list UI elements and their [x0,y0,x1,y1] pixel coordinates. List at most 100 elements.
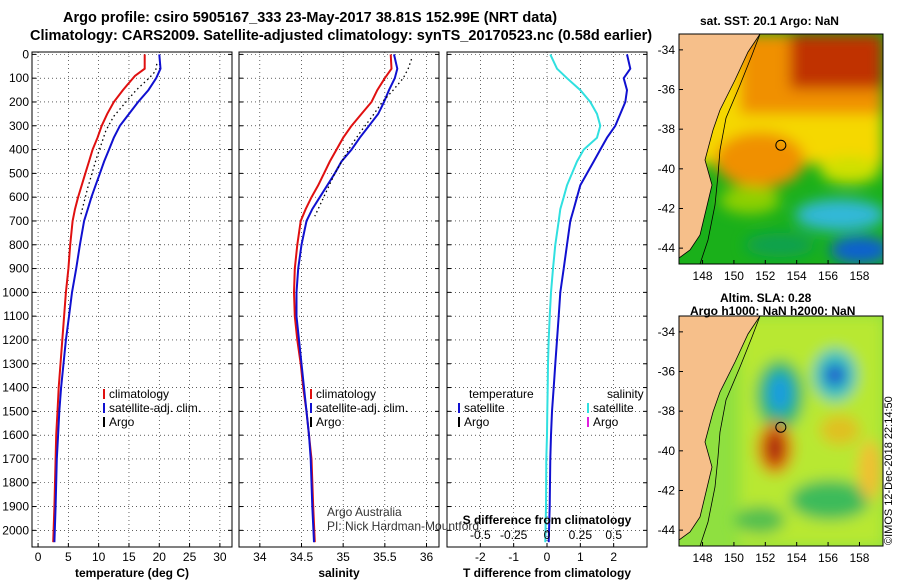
difference-profile: -2 -1 0 1 2 T difference from climatology temp… [446,51,648,580]
x-tick-label: 150 [724,551,744,565]
x-axis-label: T difference from climatology [463,566,631,580]
x-tick-label: -1 [508,550,519,564]
sla-map-title: Altim. SLA: 0.28 [720,291,812,305]
series-satellite-adj-clim- [53,54,162,543]
sst-map-title: sat. SST: 20.1 Argo: NaN [700,14,839,28]
legend-label: Argo [109,415,135,429]
y-tick-label: 1500 [2,404,29,418]
x-tick-label: 152 [755,551,775,565]
legend-label: satellite-adj. clim. [316,401,408,415]
legend-label: Argo [464,415,490,429]
sla-map: Altim. SLA: 0.28 Argo h1000: NaN h2000: … [658,291,884,565]
y-tick-label: 100 [9,71,29,85]
y-tick-label: -38 [658,122,676,136]
x-tick-label: 35 [336,550,350,564]
series-climatology [52,54,146,543]
x-tick-label: 35.5 [373,550,397,564]
top-tick-label: 0.25 [569,528,593,542]
y-tick-label: 0 [22,47,29,61]
salinity-profile: 34 34.5 35 35.5 36 salinity climatologysatelli… [238,51,440,580]
series-s-satellite [544,53,602,543]
x-tick-label: 34.5 [290,550,314,564]
series-argo [314,58,413,217]
y-tick-label: -36 [658,365,676,379]
page-subtitle: Climatology: CARS2009. Satellite-adjuste… [30,28,653,44]
legend-label: satellite-adj. clim. [109,401,201,415]
x-tick-label: 25 [183,550,197,564]
x-tick-label: 1 [577,550,584,564]
y-tick-label: 2000 [2,523,29,537]
credit-line1: Argo Australia [327,505,402,519]
y-tick-label: -44 [658,241,676,255]
top-tick-label: -0.5 [470,528,491,542]
x-tick-label: 2 [610,550,617,564]
y-tick-label: 900 [9,262,29,276]
y-tick-label: -36 [658,83,676,97]
y-tick-label: 500 [9,166,29,180]
legend-label: Argo [593,415,619,429]
y-tick-label: -34 [658,325,676,339]
y-tick-label: 1300 [2,357,29,371]
top-axis-label: S difference from climatology [463,513,632,527]
x-tick-label: 150 [724,269,744,283]
y-tick-label: -44 [658,523,676,537]
x-tick-label: -2 [475,550,486,564]
plot-frame [31,51,233,548]
y-tick-label: 600 [9,190,29,204]
x-tick-label: 20 [153,550,167,564]
x-tick-label: 154 [787,269,807,283]
y-tick-label: 1700 [2,452,29,466]
sla-x-ticks: 148 150 152 154 156 158 [693,542,870,565]
y-tick-label: -42 [658,201,676,215]
top-tick-label: 0.5 [605,528,622,542]
credit-line2: PI: Nick Hardman-Mountford [327,519,479,533]
sst-map: sat. SST: 20.1 Argo: NaN 148 150 152 154 156… [658,14,884,283]
y-tick-label: 1800 [2,476,29,490]
y-tick-label: -40 [658,162,676,176]
y-tick-label: 300 [9,119,29,133]
legend-label: satellite [593,401,634,415]
sla-map-subtitle: Argo h1000: NaN h2000: NaN [690,304,855,318]
x-tick-label: 15 [122,550,136,564]
x-tick-label: 156 [818,551,838,565]
y-tick-label: 1100 [3,309,29,323]
argo-float-marker [775,139,787,151]
x-tick-label: 152 [755,269,775,283]
x-axis-label: salinity [318,566,360,580]
legend-label: climatology [109,387,169,401]
y-tick-label: -42 [658,483,676,497]
y-tick-label: 1000 [2,285,29,299]
sst-field [679,34,883,264]
y-tick-label: 700 [9,214,29,228]
y-tick-label: 200 [9,95,29,109]
x-tick-label: 148 [693,551,713,565]
x-tick-label: 30 [213,550,227,564]
argo-float-marker [775,421,787,433]
y-tick-label: 800 [9,238,29,252]
series-argo [79,63,158,217]
profile-panels: 0100200300400500600700800900100011001200… [2,47,648,580]
temperature-profile: 0100200300400500600700800900100011001200… [2,47,233,580]
sla-y-ticks: -34 -36 -38 -40 -42 -44 [658,325,683,537]
x-tick-label: 5 [65,550,72,564]
sst-y-ticks: -34 -36 -38 -40 -42 -44 [658,43,683,255]
legend-label: Argo [316,415,342,429]
x-axis-label: temperature (deg C) [75,566,189,580]
y-tick-label: -34 [658,43,676,57]
x-tick-label: 158 [849,269,869,283]
y-tick-label: -40 [658,444,676,458]
legend-title: temperature [469,387,534,401]
x-tick-label: 154 [787,551,807,565]
watermark: ©IMOS 12-Dec-2018 22:14:50 [883,396,895,545]
series-t-satellite [547,54,632,543]
x-tick-label: 0 [35,550,42,564]
x-tick-label: 36 [420,550,434,564]
y-tick-label: 1200 [2,333,29,347]
page-title: Argo profile: csiro 5905167_333 23-May-2… [63,10,558,26]
top-tick-label: 0 [544,528,551,542]
y-tick-label: 1600 [2,428,29,442]
top-tick-label: -0.25 [500,528,528,542]
y-tick-label: 1900 [2,500,29,514]
x-tick-label: 148 [693,269,713,283]
y-tick-label: 1400 [2,381,29,395]
